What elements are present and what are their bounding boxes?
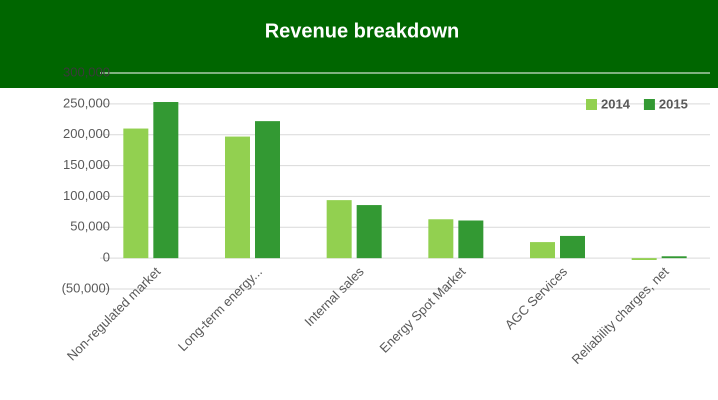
chart-title: Revenue breakdown <box>265 20 460 42</box>
legend-swatch <box>643 99 655 110</box>
x-tick-label: AGC Services <box>502 264 571 333</box>
legend-swatch <box>586 99 597 110</box>
y-tick-label: 0 <box>103 250 110 265</box>
bar <box>225 136 250 259</box>
bar <box>530 242 555 259</box>
bar <box>560 235 585 259</box>
y-tick-label: (50,000) <box>62 280 110 295</box>
x-tick-label: Energy Spot Market <box>377 264 469 356</box>
bar <box>458 220 484 259</box>
y-tick-label: 250,000 <box>63 95 110 110</box>
legend-label: 2015 <box>659 96 688 111</box>
y-tick-label: 300,000 <box>63 64 110 79</box>
y-tick-label: 100,000 <box>63 188 110 203</box>
x-tick-label: Long-term energy... <box>175 264 265 354</box>
x-tick-label: Reliability charges, net <box>569 264 672 367</box>
x-tick-label: Non-regulated market <box>64 264 164 364</box>
bar <box>123 128 149 259</box>
x-tick-label: Internal sales <box>301 264 367 330</box>
bar <box>255 121 280 259</box>
bar <box>153 102 179 259</box>
bar <box>631 258 657 260</box>
bar <box>661 256 687 259</box>
y-tick-label: 50,000 <box>70 219 110 234</box>
bar <box>326 200 352 259</box>
bar <box>356 205 382 259</box>
bar <box>428 219 454 259</box>
y-tick-label: 150,000 <box>63 157 110 172</box>
y-tick-label: 200,000 <box>63 126 110 141</box>
legend-label: 2014 <box>601 96 631 111</box>
